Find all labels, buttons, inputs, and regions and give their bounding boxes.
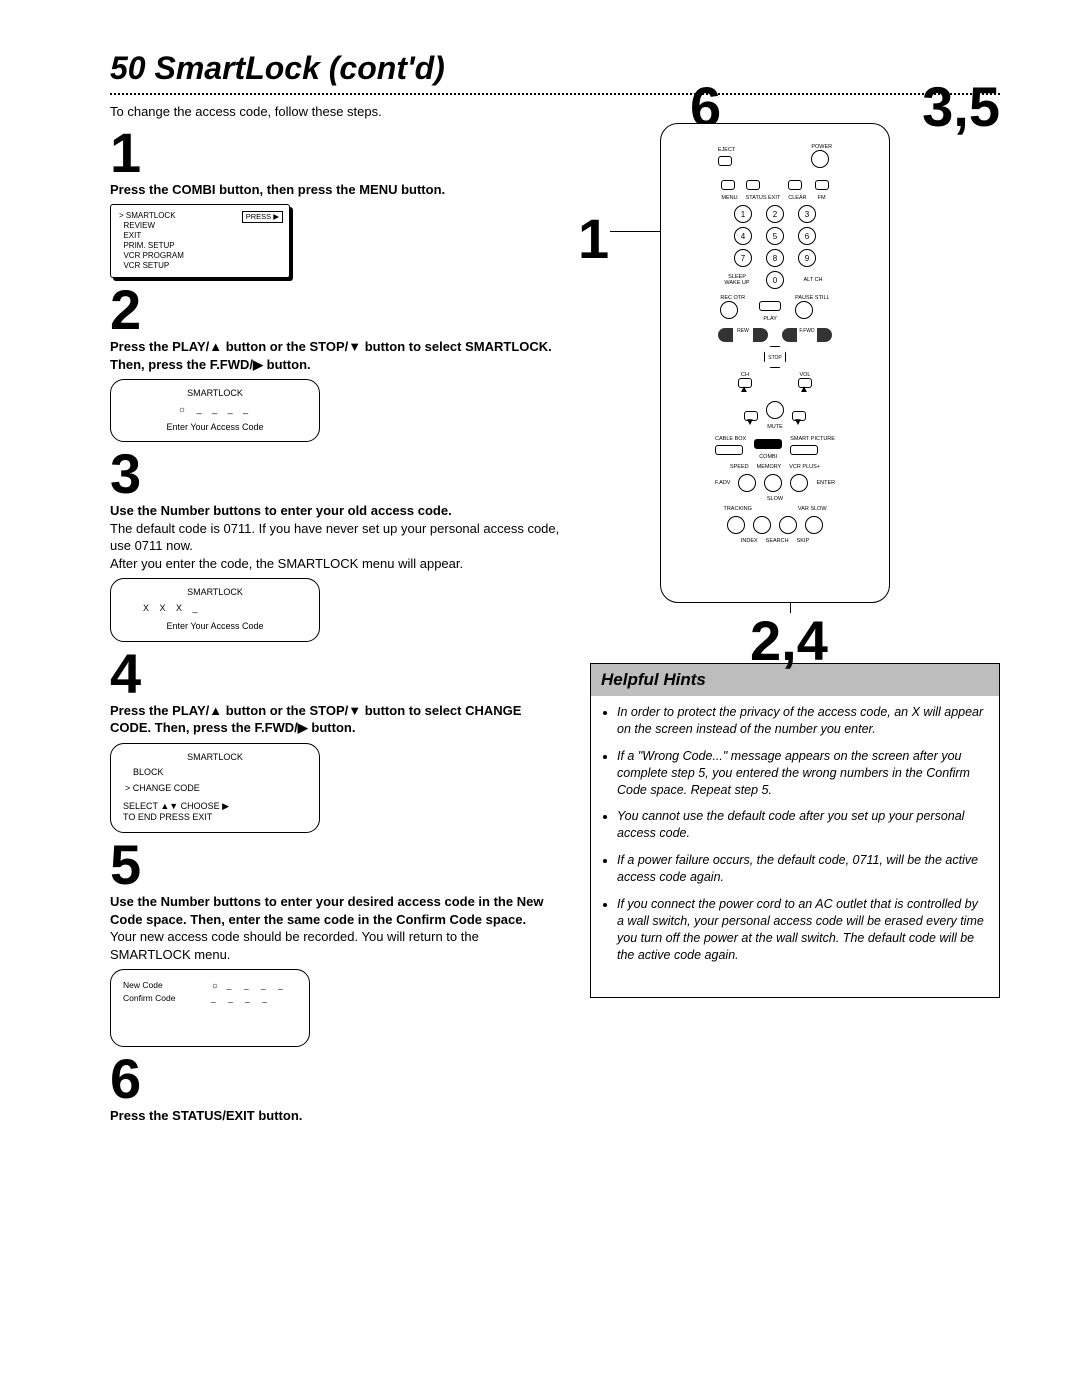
hint-item: If you connect the power cord to an AC o… <box>617 896 987 964</box>
step-body: After you enter the code, the SMARTLOCK … <box>110 555 560 573</box>
step-number: 6 <box>110 1051 560 1107</box>
press-label: PRESS ▶ <box>242 211 283 223</box>
intro-text: To change the access code, follow these … <box>110 103 560 121</box>
step-number: 3 <box>110 446 560 502</box>
step-heading: Press the PLAY/▲ button or the STOP/▼ bu… <box>110 702 560 737</box>
callout-number: 3,5 <box>922 79 1000 135</box>
instructions-column: To change the access code, follow these … <box>110 103 560 1129</box>
hint-item: In order to protect the privacy of the a… <box>617 704 987 738</box>
menu-screen: PRESS ▶ > SMARTLOCK REVIEW EXIT PRIM. SE… <box>110 204 290 278</box>
callout-number: 2,4 <box>750 613 828 669</box>
callout-number: 1 <box>578 211 609 267</box>
step-heading: Press the STATUS/EXIT button. <box>110 1107 560 1125</box>
step-body: Your new access code should be recorded.… <box>110 928 560 963</box>
smartlock-screen: SMARTLOCK ☼ _ _ _ _ Enter Your Access Co… <box>110 379 320 442</box>
smartlock-menu-screen: SMARTLOCK BLOCK > CHANGE CODE SELECT ▲▼ … <box>110 743 320 833</box>
smartlock-screen: SMARTLOCK X X X _ Enter Your Access Code <box>110 578 320 641</box>
remote-diagram: EJECT POWER MENU STATUS EXIT CLEAR FM 12… <box>660 123 890 603</box>
step-heading: Use the Number buttons to enter your old… <box>110 502 560 520</box>
code-entry-screen: New Code☼ _ _ _ _ Confirm Code_ _ _ _ <box>110 969 310 1047</box>
step-body: The default code is 0711. If you have ne… <box>110 520 560 555</box>
step-number: 5 <box>110 837 560 893</box>
step-heading: Use the Number buttons to enter your des… <box>110 893 560 928</box>
page-title: 50 SmartLock (cont'd) <box>110 50 1000 87</box>
stop-button: STOP <box>764 346 786 368</box>
keypad: 123 456 789 SLEEP WAKE UP0ALT CH <box>677 205 873 289</box>
step-number: 4 <box>110 646 560 702</box>
diagram-column: 6 3,5 1 2,4 EJECT POWER MENU STATUS EXIT… <box>590 103 1000 1129</box>
step-number: 2 <box>110 282 560 338</box>
title-rule <box>110 93 1000 95</box>
hint-item: If a "Wrong Code..." message appears on … <box>617 748 987 799</box>
helpful-hints: Helpful Hints In order to protect the pr… <box>590 663 1000 998</box>
step-heading: Press the PLAY/▲ button or the STOP/▼ bu… <box>110 338 560 373</box>
hint-item: If a power failure occurs, the default c… <box>617 852 987 886</box>
step-number: 1 <box>110 125 560 181</box>
step-heading: Press the COMBI button, then press the M… <box>110 181 560 199</box>
hint-item: You cannot use the default code after yo… <box>617 808 987 842</box>
